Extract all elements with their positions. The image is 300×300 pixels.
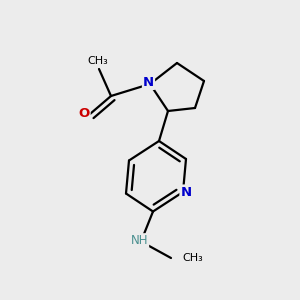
- Text: N: N: [180, 185, 192, 199]
- Text: N: N: [143, 76, 154, 89]
- Text: O: O: [78, 107, 90, 120]
- Text: NH: NH: [131, 234, 148, 247]
- Text: CH₃: CH₃: [87, 56, 108, 67]
- Text: CH₃: CH₃: [182, 253, 203, 263]
